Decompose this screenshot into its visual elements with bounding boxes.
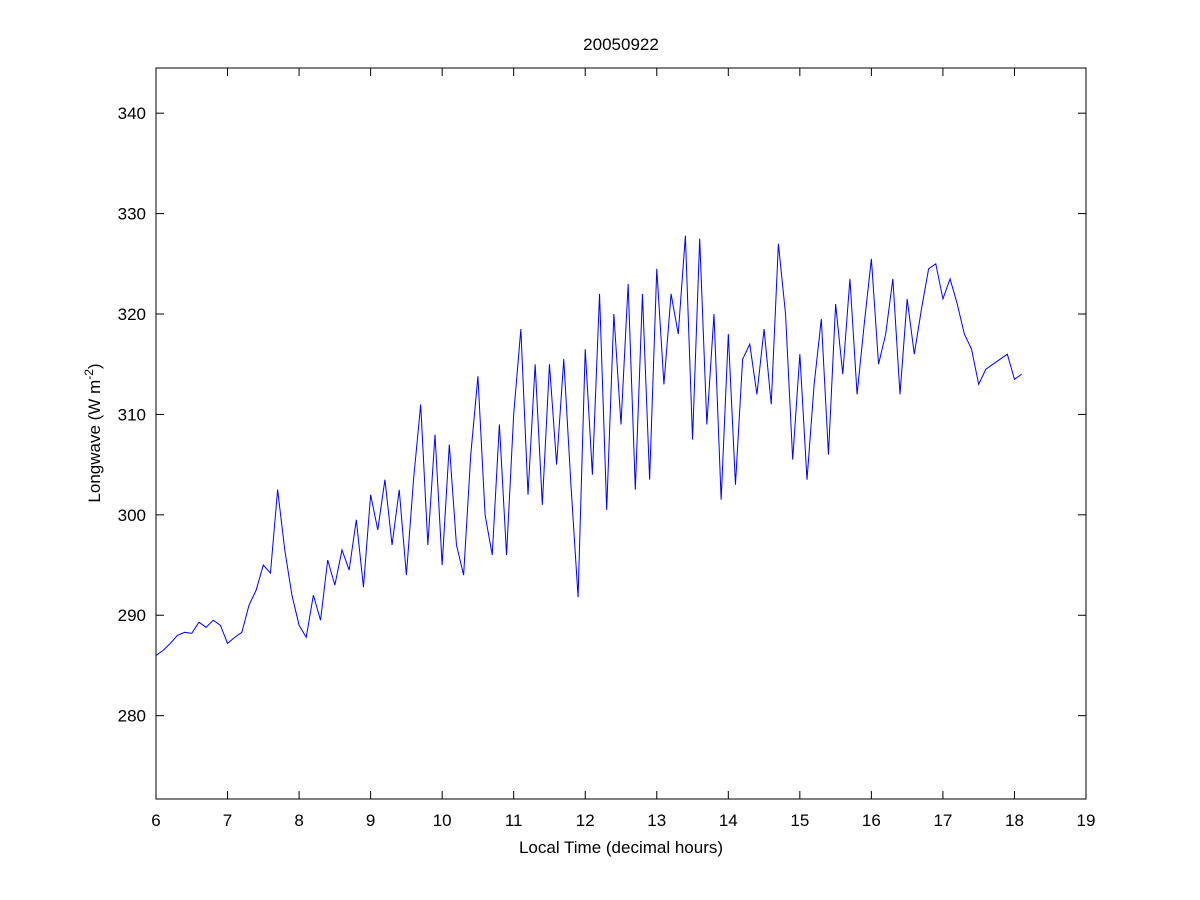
x-tick-label: 12 <box>576 811 595 830</box>
y-tick-label: 330 <box>118 205 146 224</box>
x-tick-label: 11 <box>505 811 523 830</box>
y-tick-label: 320 <box>118 305 146 324</box>
y-label-end: ) <box>85 363 104 369</box>
x-tick-label: 17 <box>933 811 952 830</box>
x-tick-label: 10 <box>433 811 452 830</box>
data-line <box>155 235 1022 656</box>
y-axis-label: Longwave (W m-2) <box>82 363 104 502</box>
y-tick-label: 290 <box>118 606 146 625</box>
y-tick-label: 340 <box>118 104 146 123</box>
x-tick-label: 7 <box>223 811 232 830</box>
chart-title: 20050922 <box>583 35 659 54</box>
y-label-main: Longwave (W m <box>85 380 104 503</box>
x-tick-label: 19 <box>1077 811 1096 830</box>
y-tick-label: 280 <box>118 707 146 726</box>
x-tick-label: 9 <box>366 811 375 830</box>
x-tick-label: 15 <box>790 811 809 830</box>
x-tick-label: 8 <box>294 811 303 830</box>
x-tick-label: 16 <box>862 811 881 830</box>
x-tick-label: 18 <box>1005 811 1024 830</box>
x-tick-label: 6 <box>151 811 160 830</box>
x-axis-label: Local Time (decimal hours) <box>519 838 723 857</box>
y-tick-label: 300 <box>118 506 146 525</box>
y-tick-label: 310 <box>118 405 146 424</box>
x-tick-label: 13 <box>647 811 666 830</box>
y-label-exp: -2 <box>82 369 96 380</box>
x-tick-label: 14 <box>719 811 738 830</box>
plot-box <box>155 67 1087 800</box>
